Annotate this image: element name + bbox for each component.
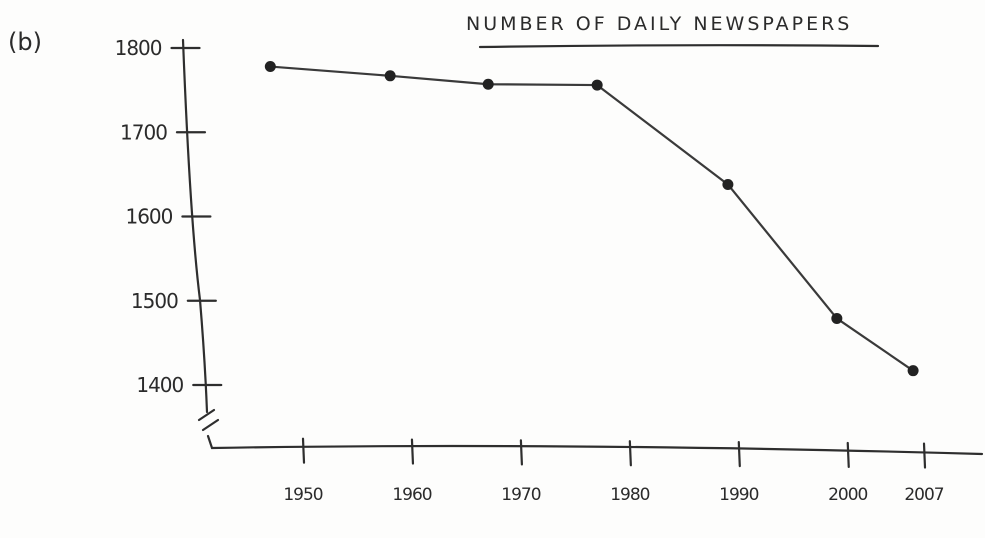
data-point [591, 79, 603, 91]
x-tick-label: 1980 [610, 485, 649, 505]
y-axis-line [181, 38, 209, 414]
chart-title: NUMBER OF DAILY NEWSPAPERS [466, 13, 852, 35]
data-point [722, 178, 734, 190]
y-tick-label: 1600 [125, 205, 172, 229]
y-tick-label: 1400 [136, 373, 183, 397]
x-tick-label: 1990 [719, 485, 758, 505]
y-axis-break [197, 408, 220, 432]
x-tick [628, 440, 632, 467]
x-tick-label: 2000 [828, 485, 867, 505]
series-line [270, 65, 914, 372]
x-tick [301, 437, 306, 464]
x-tick-label: 2007 [904, 485, 943, 505]
data-point [831, 312, 843, 324]
y-tick-label: 1700 [120, 120, 167, 144]
x-tick [846, 441, 850, 469]
x-tick-label: 1950 [283, 485, 322, 505]
x-tick [410, 438, 415, 465]
x-tick-label: 1970 [501, 485, 540, 505]
x-tick [519, 439, 523, 466]
axes [181, 38, 984, 456]
data-point [482, 78, 494, 90]
y-tick-label: 1800 [115, 36, 162, 60]
data-series [264, 61, 919, 377]
x-ticks: 1950 1960 1970 1980 1990 2000 2007 [283, 437, 945, 505]
panel-label: (b) [8, 28, 42, 56]
y-ticks: 1400 1500 1600 1700 1800 [115, 36, 223, 397]
x-axis-line [206, 434, 984, 456]
data-point [264, 61, 276, 73]
data-point [384, 70, 396, 82]
title-underline [478, 44, 880, 49]
x-tick-label: 1960 [392, 485, 431, 505]
y-tick-label: 1500 [131, 289, 178, 313]
data-point [907, 365, 919, 377]
x-tick [922, 442, 927, 469]
x-tick [737, 441, 741, 468]
